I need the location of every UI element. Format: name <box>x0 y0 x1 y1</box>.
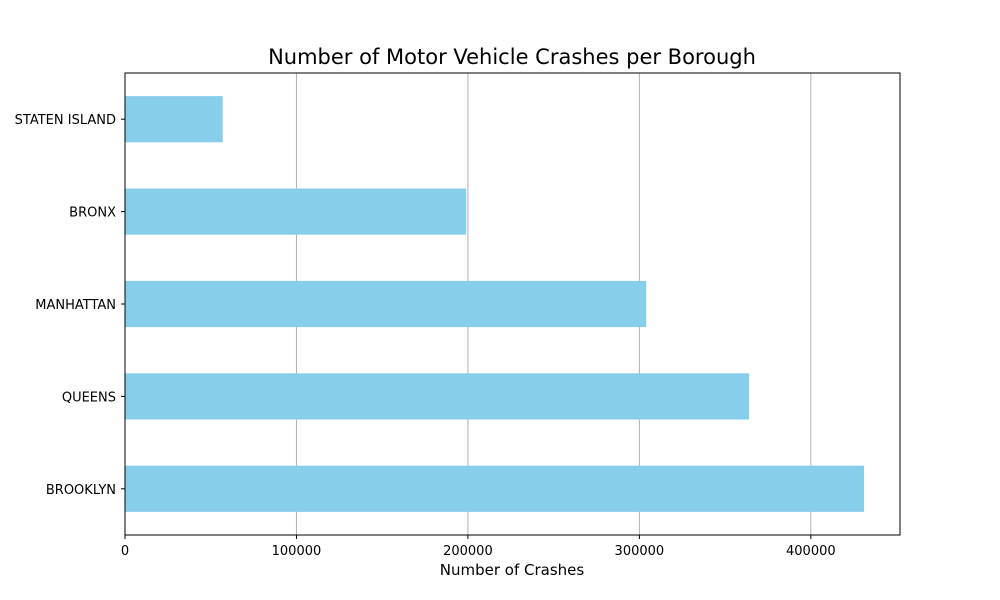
bar-manhattan <box>125 280 647 328</box>
y-tick-label: MANHATTAN <box>35 298 116 313</box>
bar-queens <box>125 373 750 420</box>
bars <box>125 96 864 512</box>
chart-title: Number of Motor Vehicle Crashes per Boro… <box>268 45 756 69</box>
bar-staten-island <box>125 96 223 143</box>
bar-bronx <box>125 188 467 235</box>
x-tick-label: 100000 <box>272 544 322 559</box>
x-tick-label: 400000 <box>786 544 836 559</box>
bar-brooklyn <box>125 465 864 512</box>
y-tick-label: BRONX <box>69 206 116 221</box>
y-tick-label: BROOKLYN <box>46 483 116 498</box>
x-axis-label: Number of Crashes <box>440 561 585 579</box>
x-tick-label: 0 <box>121 544 129 559</box>
y-tick-label: QUEENS <box>62 390 116 405</box>
y-axis-ticks: BROOKLYN QUEENS MANHATTAN BRONX STATEN ISLAN… <box>15 113 125 498</box>
x-tick-label: 200000 <box>443 544 493 559</box>
x-tick-label: 300000 <box>615 544 665 559</box>
x-axis-ticks: 0 100000 200000 300000 400000 <box>121 535 836 559</box>
y-tick-label: STATEN ISLAND <box>15 113 116 128</box>
